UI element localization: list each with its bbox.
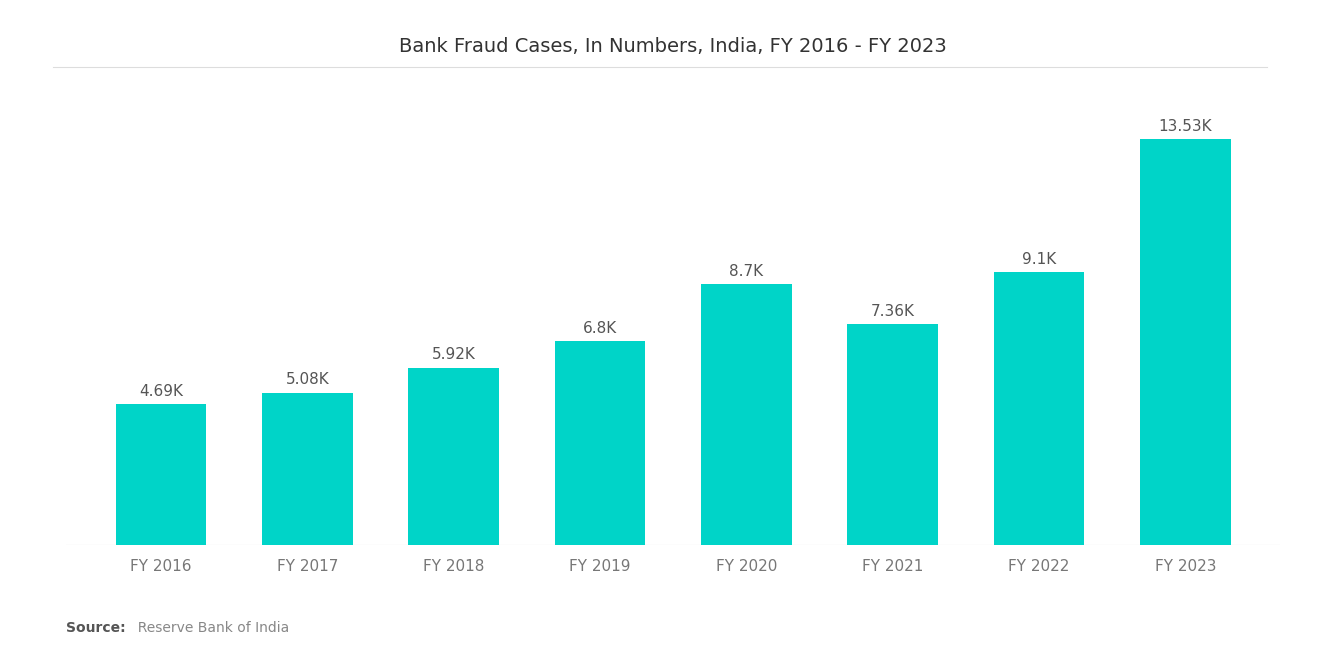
Bar <box>701 284 792 545</box>
Text: Reserve Bank of India: Reserve Bank of India <box>129 620 289 635</box>
Text: 8.7K: 8.7K <box>729 263 763 279</box>
Bar <box>116 404 206 545</box>
Bar <box>994 272 1084 545</box>
Bar <box>847 325 939 545</box>
Bar <box>1140 139 1230 545</box>
Text: 6.8K: 6.8K <box>583 321 618 336</box>
Text: 5.92K: 5.92K <box>432 347 475 362</box>
Bar <box>408 368 499 545</box>
Text: 5.08K: 5.08K <box>285 372 329 387</box>
Text: Source:: Source: <box>66 620 125 635</box>
Text: 9.1K: 9.1K <box>1022 251 1056 267</box>
Bar <box>263 393 352 545</box>
Title: Bank Fraud Cases, In Numbers, India, FY 2016 - FY 2023: Bank Fraud Cases, In Numbers, India, FY … <box>400 37 946 56</box>
Text: 13.53K: 13.53K <box>1159 118 1212 134</box>
Bar <box>554 341 645 545</box>
Text: 7.36K: 7.36K <box>871 304 915 319</box>
Text: 4.69K: 4.69K <box>139 384 183 399</box>
